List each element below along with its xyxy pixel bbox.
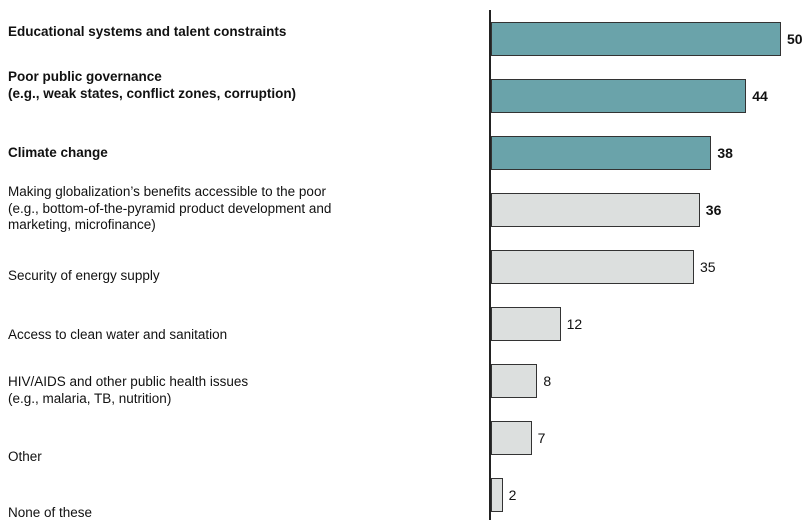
bar (491, 421, 532, 455)
category-label: Educational systems and talent constrain… (8, 24, 287, 39)
value-label: 8 (543, 373, 552, 389)
value-label: 12 (566, 316, 583, 332)
axis-line (489, 10, 491, 520)
value-label: 44 (752, 88, 768, 104)
bar (491, 193, 700, 227)
value-label: 7 (537, 430, 546, 446)
category-label: Other (8, 449, 42, 464)
category-label: Access to clean water and sanitation (8, 327, 228, 342)
value-label: 38 (717, 145, 733, 161)
bar (491, 22, 781, 56)
category-label: None of these (8, 505, 93, 520)
category-label: Making globalization’s benefits accessib… (8, 184, 332, 232)
category-label: Climate change (8, 145, 108, 160)
bar (491, 136, 712, 170)
value-label: 35 (700, 259, 716, 275)
category-label: HIV/AIDS and other public health issues … (8, 374, 249, 406)
value-label: 50 (787, 31, 803, 47)
value-label: 2 (508, 487, 517, 503)
bar (491, 250, 694, 284)
bar (491, 364, 538, 398)
bar (491, 307, 561, 341)
value-label: 36 (705, 202, 722, 218)
bar (491, 79, 747, 113)
bar (491, 478, 503, 512)
category-label: Security of energy supply (8, 268, 160, 283)
category-label: Poor public governance (e.g., weak state… (8, 69, 297, 101)
